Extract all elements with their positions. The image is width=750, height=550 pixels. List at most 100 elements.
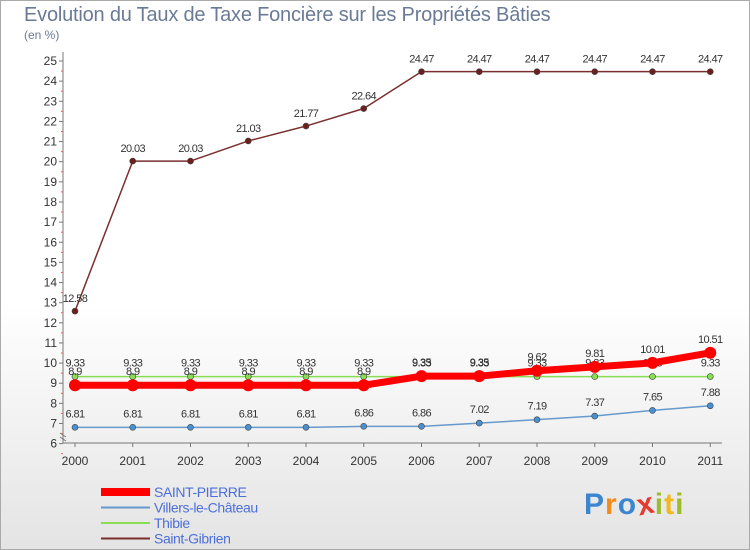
x-tick-label: 2006 — [408, 454, 435, 468]
logo-letter: o — [617, 488, 638, 521]
data-point-thibie — [591, 373, 599, 380]
x-tick-label: 2001 — [119, 454, 146, 468]
data-label-villers-le-ch-teau: 6.86 — [412, 407, 431, 419]
y-tick-label: 23 — [44, 94, 58, 108]
y-tick-label: 20 — [44, 155, 58, 169]
data-label-thibie: 9.33 — [470, 358, 489, 370]
data-label-villers-le-ch-teau: 7.88 — [701, 387, 720, 399]
data-label-villers-le-ch-teau: 6.81 — [123, 408, 142, 420]
data-label-thibie: 9.33 — [239, 358, 258, 370]
data-point-saint-pierre — [69, 379, 81, 392]
data-point-villers-le-ch-teau — [71, 424, 79, 431]
data-point-saint-gibrien — [475, 68, 483, 75]
data-point-saint-pierre — [473, 370, 486, 383]
data-point-villers-le-ch-teau — [129, 424, 137, 431]
data-label-saint-pierre: 10.01 — [640, 344, 665, 356]
data-point-saint-gibrien — [706, 68, 714, 75]
x-tick-label: 2003 — [235, 454, 262, 468]
data-label-saint-gibrien: 21.03 — [236, 123, 261, 135]
data-point-saint-gibrien — [649, 68, 656, 75]
data-point-saint-pierre — [242, 379, 255, 392]
data-point-saint-gibrien — [187, 157, 194, 165]
data-label-saint-gibrien: 22.64 — [351, 91, 376, 103]
series-line-villers-le-ch-teau — [75, 405, 711, 429]
data-point-saint-gibrien — [360, 105, 368, 112]
data-label-villers-le-ch-teau: 7.65 — [643, 391, 662, 403]
data-point-saint-gibrien — [302, 122, 310, 130]
data-label-villers-le-ch-teau: 6.86 — [354, 407, 373, 419]
y-tick-label: 11 — [45, 336, 58, 350]
logo-letter: t — [664, 488, 676, 521]
data-point-saint-pierre — [126, 379, 139, 392]
data-point-villers-le-ch-teau — [244, 424, 252, 431]
data-point-saint-pierre — [646, 356, 659, 369]
data-point-thibie — [649, 373, 656, 380]
data-label-villers-le-ch-teau: 7.02 — [470, 404, 489, 416]
logo-letter: P — [584, 488, 606, 521]
data-point-villers-le-ch-teau — [302, 424, 310, 431]
data-label-thibie: 9.33 — [123, 358, 142, 370]
proxiti-logo: Proxiti — [584, 487, 684, 523]
y-tick-label: 10 — [44, 356, 58, 370]
data-point-saint-pierre — [300, 379, 312, 392]
data-label-thibie: 9.33 — [296, 358, 315, 370]
series-line-saint-pierre — [75, 349, 711, 389]
data-point-saint-pierre — [704, 346, 717, 359]
y-tick-label: 17 — [44, 215, 58, 229]
x-tick-label: 2002 — [177, 454, 204, 468]
y-tick-label: 7 — [50, 417, 57, 431]
data-label-saint-pierre: 8.9 — [184, 366, 198, 378]
data-label-saint-gibrien: 20.03 — [120, 143, 145, 155]
data-label-saint-gibrien: 24.47 — [409, 54, 434, 66]
data-label-thibie: 9.33 — [527, 358, 546, 370]
data-point-villers-le-ch-teau — [418, 423, 425, 430]
data-point-thibie — [706, 373, 714, 380]
y-tick-label: 8 — [50, 396, 57, 410]
data-label-villers-le-ch-teau: 7.37 — [585, 397, 604, 409]
axis-break-mark — [59, 436, 67, 442]
data-label-saint-pierre: 9.62 — [527, 352, 546, 364]
data-label-saint-pierre: 8.9 — [242, 366, 256, 378]
data-point-saint-pierre — [184, 379, 197, 392]
data-label-thibie: 9.33 — [701, 358, 720, 370]
y-tick-label: 18 — [44, 195, 58, 209]
data-point-saint-gibrien — [533, 68, 541, 75]
data-point-villers-le-ch-teau — [360, 423, 368, 430]
data-label-villers-le-ch-teau: 6.81 — [239, 408, 258, 420]
y-tick-label: 6 — [50, 437, 57, 451]
data-label-saint-gibrien: 24.47 — [640, 54, 665, 66]
logo-letter: r — [605, 488, 618, 521]
chart-title: Evolution du Taux de Taxe Foncière sur l… — [24, 4, 551, 26]
y-tick-label: 22 — [44, 114, 58, 128]
data-label-saint-gibrien: 21.77 — [294, 108, 319, 120]
data-label-saint-pierre: 8.9 — [357, 366, 371, 378]
y-tick-label: 16 — [44, 235, 58, 249]
y-tick-label: 13 — [44, 296, 58, 310]
x-tick-label: 2000 — [62, 454, 89, 468]
legend-label-saint-pierre: SAINT-PIERRE — [154, 484, 247, 500]
data-label-saint-pierre: 9.35 — [470, 357, 489, 369]
data-point-villers-le-ch-teau — [591, 412, 599, 420]
x-tick-label: 2010 — [639, 454, 666, 468]
data-point-villers-le-ch-teau — [649, 407, 656, 414]
legend-label-thibie: Thibie — [154, 515, 190, 531]
data-label-saint-gibrien: 20.03 — [178, 143, 203, 155]
data-label-saint-pierre: 9.35 — [412, 357, 431, 369]
data-point-saint-gibrien — [591, 68, 599, 75]
data-label-saint-pierre: 8.9 — [126, 366, 140, 378]
data-label-saint-gibrien: 24.47 — [698, 54, 723, 66]
data-label-saint-gibrien: 24.47 — [467, 54, 492, 66]
y-tick-label: 14 — [44, 276, 58, 290]
logo-letter: i — [654, 488, 665, 521]
data-point-villers-le-ch-teau — [533, 416, 541, 423]
x-tick-label: 2007 — [466, 454, 493, 468]
unit-label: (en %) — [24, 28, 60, 42]
data-label-saint-pierre: 8.9 — [68, 366, 82, 378]
data-label-thibie: 9.33 — [65, 358, 84, 370]
data-point-saint-gibrien — [418, 68, 425, 75]
data-point-saint-gibrien — [71, 307, 79, 315]
data-label-saint-pierre: 9.81 — [585, 348, 604, 360]
data-point-saint-pierre — [588, 360, 601, 373]
